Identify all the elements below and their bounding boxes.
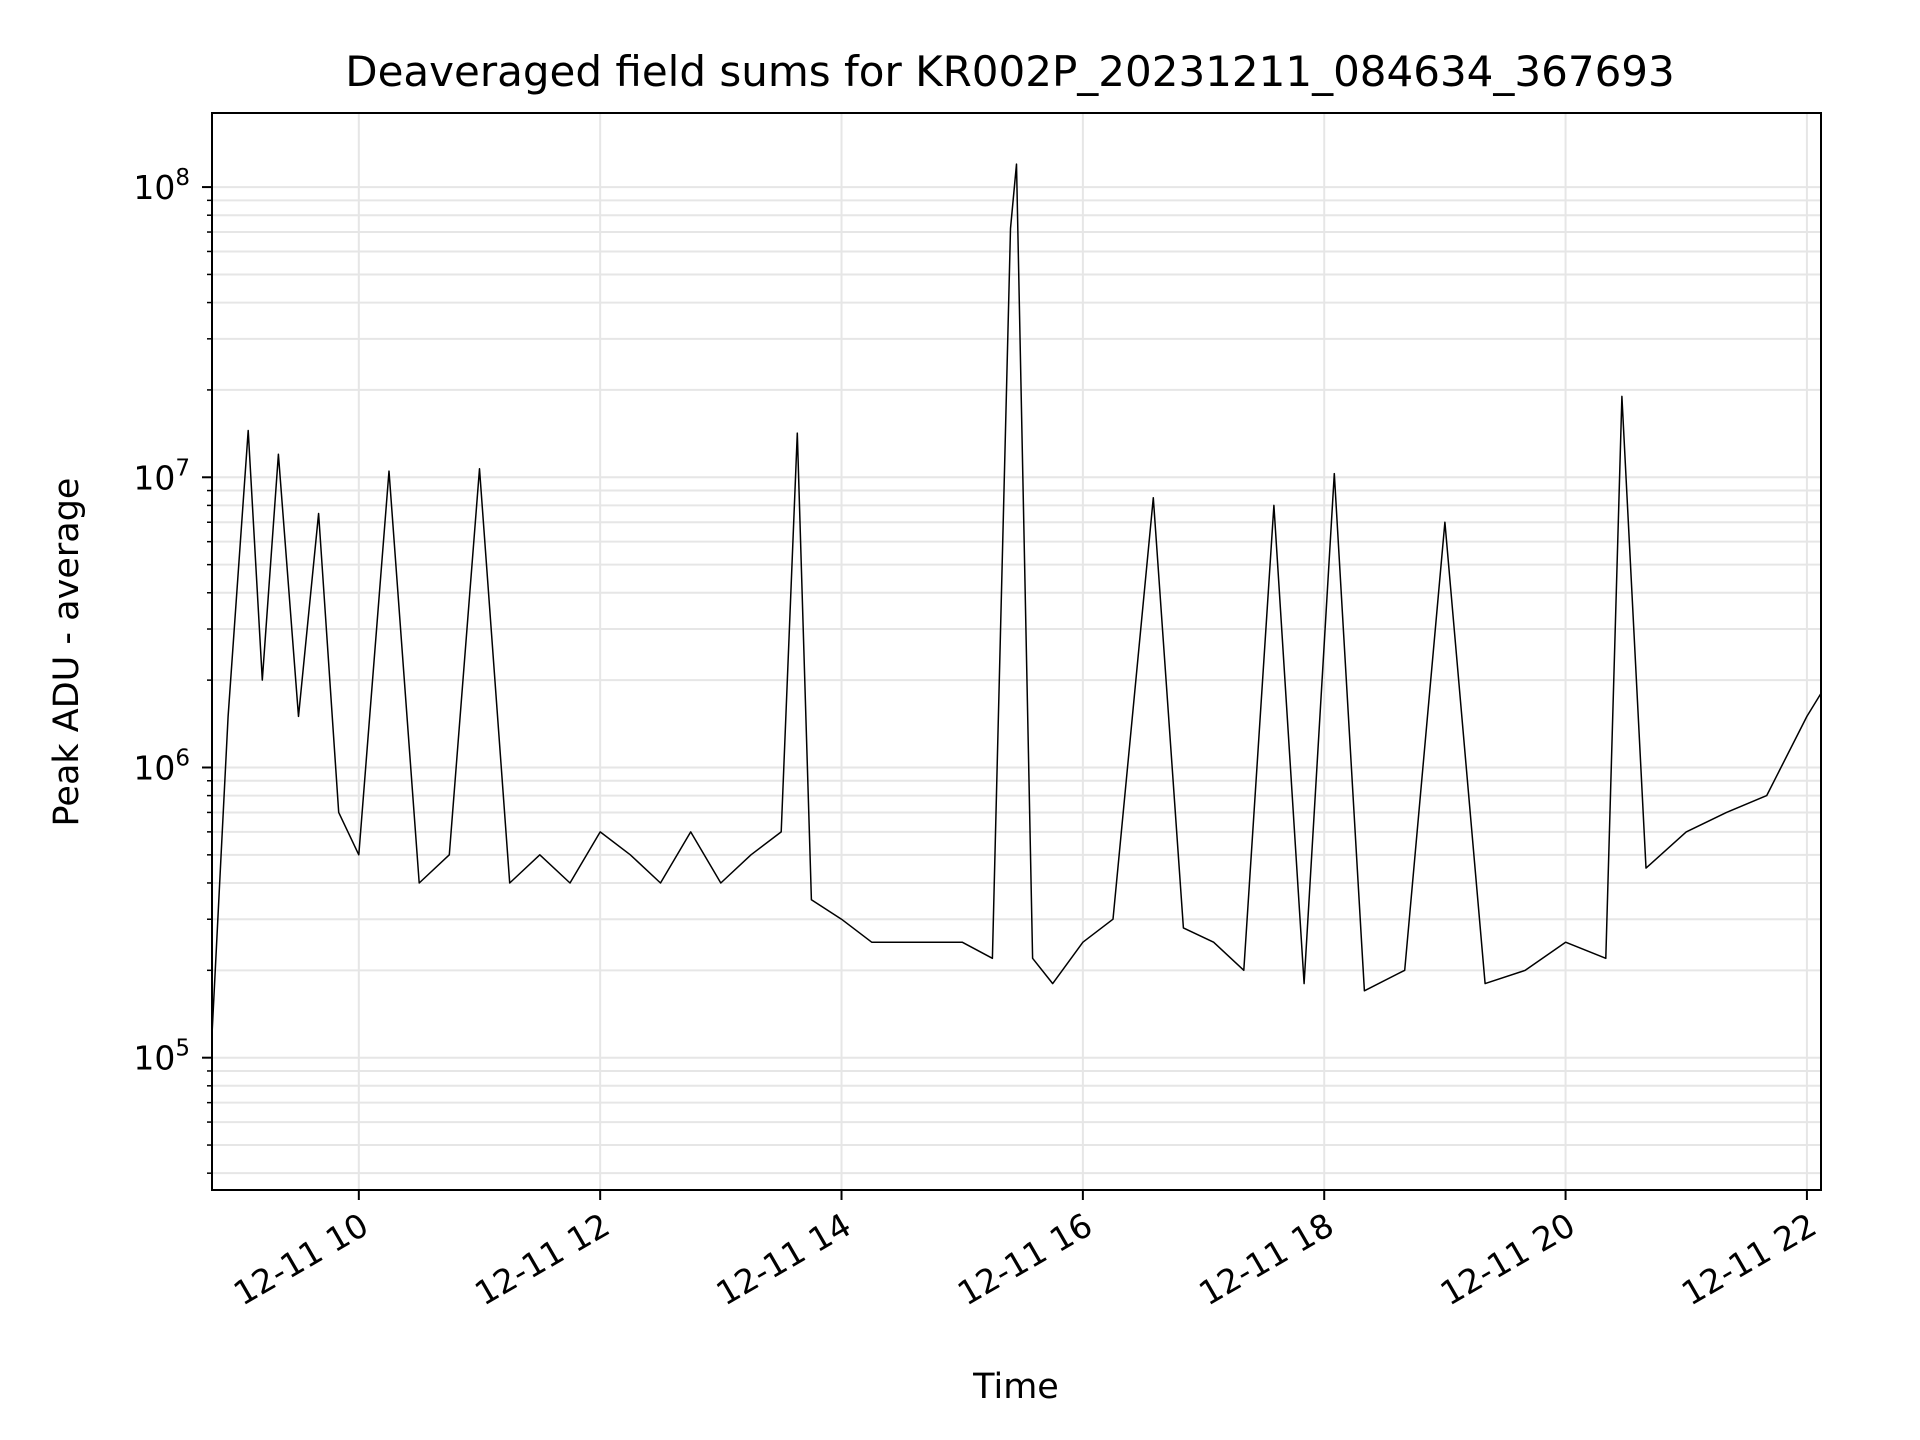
x-tick-label: 12-11 22 bbox=[1675, 1205, 1823, 1313]
y-tick-label: 107 bbox=[133, 455, 190, 497]
y-axis: 105 106 107 108 bbox=[133, 165, 212, 1174]
series-line bbox=[211, 163, 1822, 1035]
line-layer bbox=[211, 163, 1822, 1035]
x-axis: 12-11 10 12-11 12 12-11 14 12-11 16 12-11 18… bbox=[227, 1190, 1823, 1313]
chart-title: Deaveraged field sums for KR002P_2023121… bbox=[345, 47, 1675, 96]
x-tick-label: 12-11 18 bbox=[1192, 1205, 1340, 1313]
plot-frame bbox=[211, 112, 1822, 1191]
x-tick-label: 12-11 14 bbox=[710, 1205, 858, 1313]
y-tick-label: 105 bbox=[133, 1036, 190, 1078]
y-axis-title: Peak ADU - average bbox=[47, 478, 87, 827]
y-tick-label: 106 bbox=[133, 745, 190, 787]
y-tick-label: 108 bbox=[133, 165, 190, 207]
grid-layer bbox=[212, 113, 1821, 1190]
x-tick-label: 12-11 20 bbox=[1434, 1205, 1582, 1313]
x-tick-label: 12-11 16 bbox=[951, 1205, 1099, 1313]
x-tick-label: 12-11 12 bbox=[468, 1205, 616, 1313]
x-tick-label: 12-11 10 bbox=[227, 1205, 375, 1313]
x-axis-title: Time bbox=[972, 1367, 1059, 1407]
